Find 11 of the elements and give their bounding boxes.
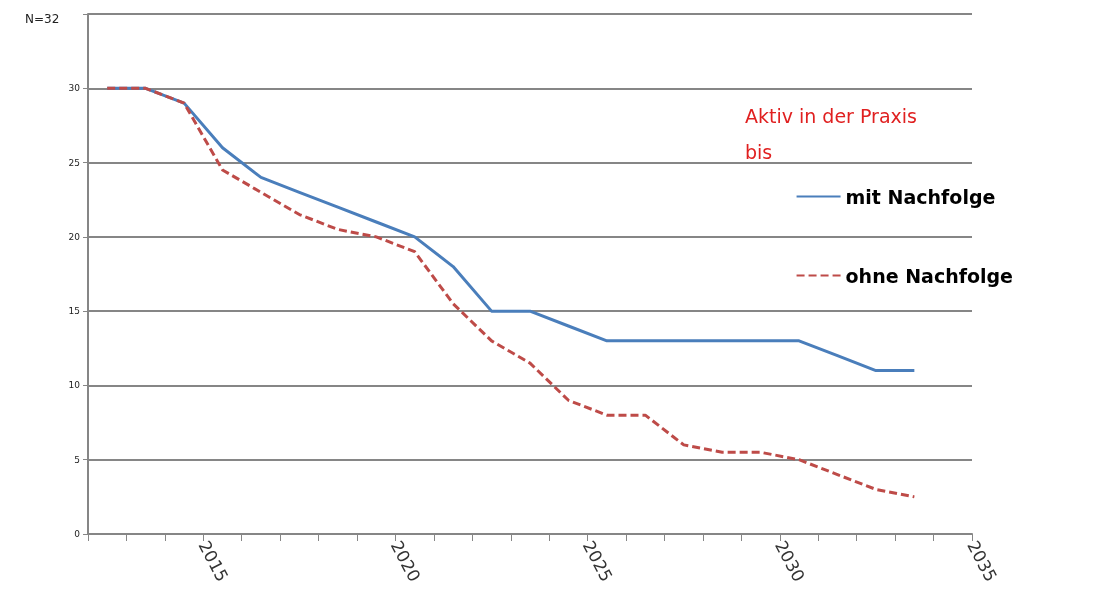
y-tick-label: 25	[68, 157, 80, 168]
y-tick-label: 30	[68, 83, 81, 94]
y-tick-label: 10	[68, 380, 81, 391]
y-tick-label: 5	[74, 454, 80, 465]
legend-label: ohne Nachfolge	[845, 264, 1013, 287]
y-tick-label: 15	[68, 306, 80, 317]
text: N=32	[25, 12, 60, 26]
y-tick-label: 0	[74, 529, 81, 539]
y-tick-label: 20	[68, 231, 81, 242]
legend-title: Aktiv in der Praxis bis	[745, 105, 924, 163]
legend-label: mit Nachfolge	[845, 185, 996, 208]
